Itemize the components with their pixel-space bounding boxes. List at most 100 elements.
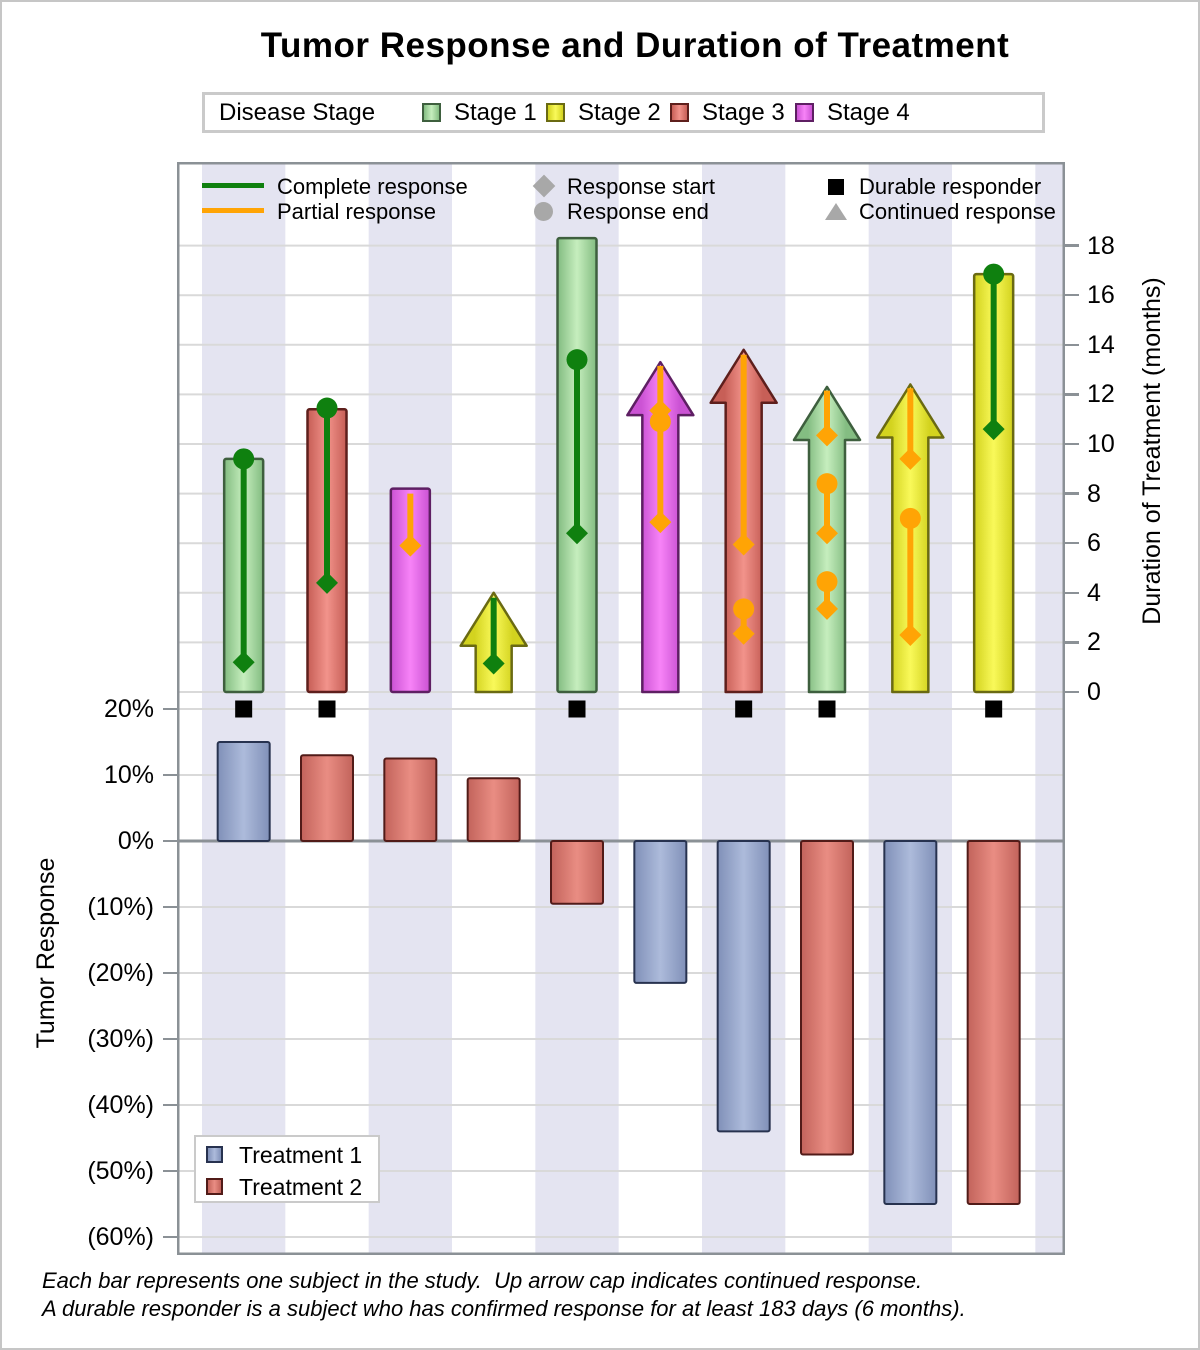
waterfall-bar-subject-9: [883, 840, 938, 1205]
response-start-marker-subject-8-1: [816, 522, 839, 545]
response-end-marker-subject-1-0: [233, 448, 255, 470]
disease-stage-legend: Disease Stage Stage 1 Stage 2 Stage 3 St…: [202, 92, 1045, 133]
response-end-label: Response end: [567, 199, 709, 224]
waterfall-bar-subject-1: [216, 741, 271, 842]
response-start-marker-subject-7-1: [732, 533, 755, 556]
tumor-tick-label--30: (30%): [87, 1025, 154, 1053]
response-start-marker-subject-9-1: [899, 447, 922, 470]
response-start-marker-subject-5-0: [566, 522, 589, 545]
duration-tick-mark: [1065, 690, 1079, 694]
tumor-tick-label--40: (40%): [87, 1091, 154, 1119]
response-start-marker-subject-8-2: [816, 424, 839, 447]
footnote-line-1: Each bar represents one subject in the s…: [42, 1268, 923, 1293]
tumor-tick-mark: [163, 773, 177, 777]
duration-tick-mark: [1065, 293, 1079, 297]
duration-tick-mark: [1065, 591, 1079, 595]
durable-marker-subject-2: [318, 700, 336, 718]
tumor-tick-mark: [163, 1235, 177, 1239]
tumor-tick-mark: [163, 971, 177, 975]
duration-tick-label-12: 12: [1087, 380, 1115, 409]
duration-tick-mark: [1065, 492, 1079, 495]
response-start-marker-subject-6-1: [649, 399, 672, 422]
waterfall-bar-subject-5: [550, 840, 605, 905]
stage4-swatch-icon: [795, 103, 814, 122]
waterfall-bar-subject-6: [633, 840, 688, 984]
tumor-tick-mark: [163, 839, 177, 843]
stage3-swatch-icon: [670, 103, 689, 122]
duration-tick-mark: [1065, 442, 1079, 446]
waterfall-bar-subject-10: [966, 840, 1021, 1205]
stage3-label: Stage 3: [702, 99, 785, 126]
footnote-line-2: A durable responder is a subject who has…: [42, 1296, 966, 1321]
tumor-tick-mark: [163, 1103, 177, 1107]
duration-axis-title: Duration of Treatment (months): [1138, 277, 1166, 625]
complete-response-line-icon: [202, 183, 264, 188]
duration-bar-subject-3: [389, 487, 432, 694]
durable-marker-subject-5: [568, 700, 586, 718]
continued-response-label: Continued response: [859, 199, 1056, 224]
stage2-label: Stage 2: [578, 99, 661, 126]
tumor-tick-label--20: (20%): [87, 959, 154, 987]
tumor-tick-label--10: (10%): [87, 893, 154, 921]
waterfall-bar-subject-8: [800, 840, 855, 1156]
chart-svg: [177, 162, 1065, 1255]
response-end-marker-subject-6-0: [649, 411, 671, 433]
duration-tick-label-6: 6: [1087, 529, 1101, 558]
response-end-circle-icon: [534, 202, 553, 221]
treatment2-swatch-icon: [206, 1178, 223, 1195]
disease-stage-label: Disease Stage: [219, 99, 376, 126]
response-start-marker-subject-4-0: [482, 652, 505, 675]
plot-frame: [177, 162, 1065, 1255]
tumor-tick-label-20: 20%: [103, 695, 154, 723]
response-end-marker-subject-8-0: [816, 571, 838, 593]
partial-response-line-icon: [202, 208, 264, 213]
response-end-marker-subject-7-0: [733, 598, 755, 620]
response-start-marker-subject-8-0: [816, 597, 839, 620]
duration-tick-mark: [1065, 541, 1079, 545]
stage1-swatch-icon: [422, 103, 441, 122]
durable-marker-subject-7: [735, 700, 753, 718]
response-start-marker-subject-1-0: [232, 651, 255, 674]
partial-response-label: Partial response: [277, 199, 436, 224]
duration-tick-mark: [1065, 393, 1079, 396]
response-end-marker-subject-9-0: [899, 507, 921, 529]
response-start-marker-subject-6-0: [649, 511, 672, 534]
waterfall-bar-subject-4: [466, 777, 521, 842]
durable-marker-subject-1: [235, 700, 253, 718]
plot-area: Complete response Partial response Respo…: [177, 162, 1065, 1255]
tumor-tick-label--50: (50%): [87, 1157, 154, 1185]
response-start-marker-subject-2-0: [316, 571, 339, 594]
treatment1-swatch-icon: [206, 1146, 223, 1163]
duration-tick-label-0: 0: [1087, 678, 1101, 706]
response-start-marker-subject-9-0: [899, 623, 922, 646]
tumor-tick-mark: [163, 1037, 177, 1041]
response-end-marker-subject-5-0: [566, 349, 588, 371]
complete-response-label: Complete response: [277, 174, 468, 199]
response-end-marker-subject-10-0: [983, 263, 1005, 285]
response-start-label: Response start: [567, 174, 715, 199]
duration-tick-label-14: 14: [1087, 330, 1115, 359]
tumor-tick-label-10: 10%: [103, 761, 154, 789]
stage1-label: Stage 1: [454, 99, 537, 126]
duration-tick-label-2: 2: [1087, 628, 1101, 657]
page-title: Tumor Response and Duration of Treatment: [260, 26, 1010, 65]
duration-tick-mark: [1065, 244, 1079, 247]
duration-tick-label-16: 16: [1087, 281, 1115, 310]
duration-tick-label-8: 8: [1087, 479, 1101, 508]
tumor-tick-label-0: 0%: [117, 827, 154, 855]
duration-tick-mark: [1065, 343, 1079, 347]
response-start-marker-subject-7-0: [732, 622, 755, 645]
treatment2-label: Treatment 2: [239, 1174, 363, 1200]
treatment1-label: Treatment 1: [239, 1142, 363, 1168]
treatment-legend: Treatment 1 Treatment 2: [194, 1135, 380, 1203]
tumor-tick-mark: [163, 905, 177, 909]
tumor-tick-label--60: (60%): [87, 1223, 154, 1251]
waterfall-bar-subject-3: [383, 757, 438, 842]
durable-marker-subject-8: [818, 700, 836, 718]
continued-response-triangle-icon: [825, 203, 847, 220]
stage2-swatch-icon: [546, 103, 565, 122]
duration-tick-label-18: 18: [1087, 231, 1115, 260]
response-end-marker-subject-2-0: [316, 397, 338, 419]
durable-responder-square-icon: [828, 179, 844, 195]
